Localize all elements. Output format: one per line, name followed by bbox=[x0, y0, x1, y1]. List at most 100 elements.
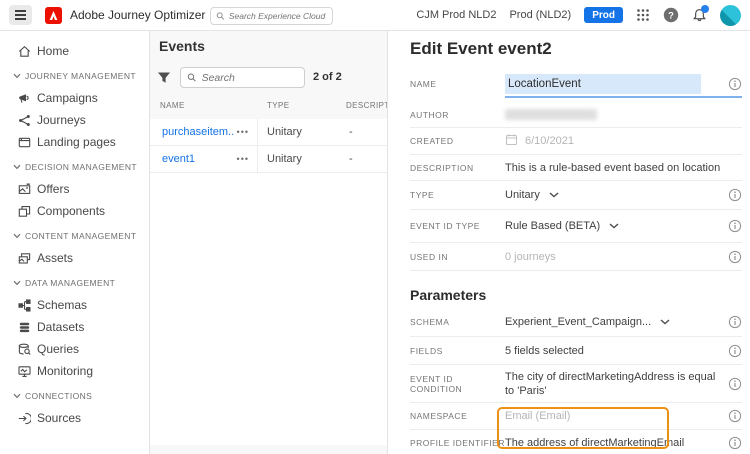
schema-dropdown[interactable]: Experient_Event_Campaign... bbox=[505, 315, 652, 328]
org-name[interactable]: CJM Prod NLD2 bbox=[416, 9, 497, 21]
sidebar-section-label: CONNECTIONS bbox=[25, 391, 93, 401]
more-actions-icon[interactable]: ••• bbox=[236, 154, 249, 164]
event-description: - bbox=[349, 153, 353, 165]
page-title: Edit Event event2 bbox=[410, 39, 552, 58]
events-search-input[interactable] bbox=[201, 71, 298, 84]
notification-dot bbox=[701, 4, 709, 13]
chevron-down-icon bbox=[13, 278, 21, 288]
field-row-author: AUTHOR bbox=[410, 102, 742, 128]
field-row-type: TYPE Unitary bbox=[410, 181, 742, 210]
user-avatar[interactable] bbox=[720, 4, 741, 26]
namespace-input[interactable]: Email (Email) bbox=[505, 410, 571, 422]
sidebar-section-label: DECISION MANAGEMENT bbox=[25, 162, 137, 172]
offers-icon bbox=[17, 183, 31, 196]
sidebar-section-decision-management[interactable]: DECISION MANAGEMENT bbox=[0, 156, 149, 178]
landing-page-icon bbox=[17, 136, 31, 149]
event-link[interactable]: event1 bbox=[162, 153, 196, 165]
description-value[interactable]: This is a rule-based event based on loca… bbox=[505, 161, 721, 174]
field-label: NAME bbox=[410, 79, 437, 89]
sidebar-section-content-management[interactable]: CONTENT MANAGEMENT bbox=[0, 225, 149, 247]
sidebar-item-queries[interactable]: Queries bbox=[0, 338, 149, 360]
type-dropdown[interactable]: Unitary bbox=[505, 189, 540, 201]
sidebar-item-label: Assets bbox=[37, 251, 74, 265]
schemas-icon bbox=[17, 298, 31, 312]
info-icon[interactable] bbox=[728, 409, 742, 423]
info-icon[interactable] bbox=[728, 219, 742, 233]
column-header-type[interactable]: TYPE bbox=[267, 101, 290, 110]
prod-badge[interactable]: Prod bbox=[584, 7, 623, 23]
search-icon bbox=[187, 73, 196, 82]
field-row-name: NAME LocationEvent bbox=[410, 66, 742, 102]
field-row-fields: FIELDS 5 fields selected bbox=[410, 337, 742, 365]
sidebar-item-home[interactable]: Home bbox=[0, 40, 149, 62]
events-table-body: purchaseitem... ••• Unitary - event1 •••… bbox=[150, 119, 387, 445]
filter-icon[interactable] bbox=[157, 71, 171, 89]
info-icon[interactable] bbox=[728, 377, 742, 391]
sidebar-section-connections[interactable]: CONNECTIONS bbox=[0, 385, 149, 407]
sidebar-section-journey-management[interactable]: JOURNEY MANAGEMENT bbox=[0, 65, 149, 87]
name-input[interactable]: LocationEvent bbox=[505, 74, 701, 94]
sidebar-item-monitoring[interactable]: Monitoring bbox=[0, 360, 149, 382]
field-label: AUTHOR bbox=[410, 109, 449, 120]
chevron-down-icon bbox=[13, 162, 21, 172]
search-icon bbox=[216, 12, 225, 20]
sources-icon bbox=[17, 412, 31, 425]
sidebar-item-campaigns[interactable]: Campaigns bbox=[0, 87, 149, 109]
adobe-logo-icon bbox=[45, 6, 62, 24]
help-icon[interactable]: ? bbox=[663, 7, 679, 23]
info-icon[interactable] bbox=[728, 77, 742, 91]
fields-selected-value[interactable]: 5 fields selected bbox=[505, 344, 584, 357]
megaphone-icon bbox=[17, 92, 31, 105]
top-navigation-bar: Adobe Journey Optimizer CJM Prod NLD2 Pr… bbox=[0, 0, 750, 31]
sidebar-item-label: Schemas bbox=[37, 298, 88, 312]
results-count: 2 of 2 bbox=[313, 71, 342, 83]
app-switcher-icon[interactable] bbox=[636, 8, 650, 22]
sidebar-item-label: Queries bbox=[37, 342, 80, 356]
column-header-name[interactable]: NAME bbox=[160, 101, 185, 110]
sidebar-item-landing-pages[interactable]: Landing pages bbox=[0, 131, 149, 153]
sidebar-section-label: DATA MANAGEMENT bbox=[25, 278, 116, 288]
events-search-box[interactable] bbox=[180, 67, 305, 88]
notifications-bell-icon[interactable] bbox=[692, 4, 709, 23]
info-icon[interactable] bbox=[728, 250, 742, 264]
table-header-row: NAME TYPE DESCRIPTION bbox=[150, 101, 387, 119]
chevron-down-icon[interactable] bbox=[609, 223, 619, 229]
chevron-down-icon[interactable] bbox=[660, 318, 670, 325]
profile-identifier-value[interactable]: The address of directMarketingEmail bbox=[505, 437, 685, 449]
experience-cloud-search[interactable] bbox=[210, 7, 333, 25]
chevron-down-icon bbox=[13, 231, 21, 241]
sidebar-section-label: CONTENT MANAGEMENT bbox=[25, 231, 137, 241]
sidebar-item-schemas[interactable]: Schemas bbox=[0, 294, 149, 316]
info-icon[interactable] bbox=[728, 344, 742, 358]
column-header-description[interactable]: DESCRIPTION bbox=[346, 101, 387, 110]
info-icon[interactable] bbox=[728, 436, 742, 450]
info-icon[interactable] bbox=[728, 315, 742, 329]
event-id-condition-value[interactable]: The city of directMarketingAddress is eq… bbox=[505, 370, 716, 397]
search-input[interactable] bbox=[228, 11, 327, 21]
field-label: PROFILE IDENTIFIER bbox=[410, 438, 505, 448]
field-label: DESCRIPTION bbox=[410, 162, 474, 173]
sidebar-item-datasets[interactable]: Datasets bbox=[0, 316, 149, 338]
event-id-type-dropdown[interactable]: Rule Based (BETA) bbox=[505, 220, 601, 232]
sidebar-item-journeys[interactable]: Journeys bbox=[0, 109, 149, 131]
app-title: Adobe Journey Optimizer bbox=[70, 8, 206, 22]
hamburger-menu-icon[interactable] bbox=[9, 5, 32, 25]
sidebar-item-label: Home bbox=[37, 44, 70, 58]
sidebar-item-sources[interactable]: Sources bbox=[0, 407, 149, 429]
event-link[interactable]: purchaseitem... bbox=[162, 126, 234, 138]
datasets-icon bbox=[17, 321, 31, 334]
panel-title: Events bbox=[159, 38, 205, 54]
sidebar-section-data-management[interactable]: DATA MANAGEMENT bbox=[0, 272, 149, 294]
sidebar-item-offers[interactable]: Offers bbox=[0, 178, 149, 200]
sidebar-section-label: JOURNEY MANAGEMENT bbox=[25, 71, 136, 81]
info-icon[interactable] bbox=[728, 188, 742, 202]
components-icon bbox=[17, 205, 31, 218]
field-row-profile-identifier: PROFILE IDENTIFIER The address of direct… bbox=[410, 430, 742, 454]
field-row-namespace: NAMESPACE Email (Email) bbox=[410, 403, 742, 430]
more-actions-icon[interactable]: ••• bbox=[236, 127, 249, 137]
sidebar-item-assets[interactable]: Assets bbox=[0, 247, 149, 269]
environment-name[interactable]: Prod (NLD2) bbox=[509, 9, 572, 21]
sidebar-item-components[interactable]: Components bbox=[0, 200, 149, 222]
chevron-down-icon[interactable] bbox=[549, 192, 559, 198]
field-row-description: DESCRIPTION This is a rule-based event b… bbox=[410, 155, 742, 181]
